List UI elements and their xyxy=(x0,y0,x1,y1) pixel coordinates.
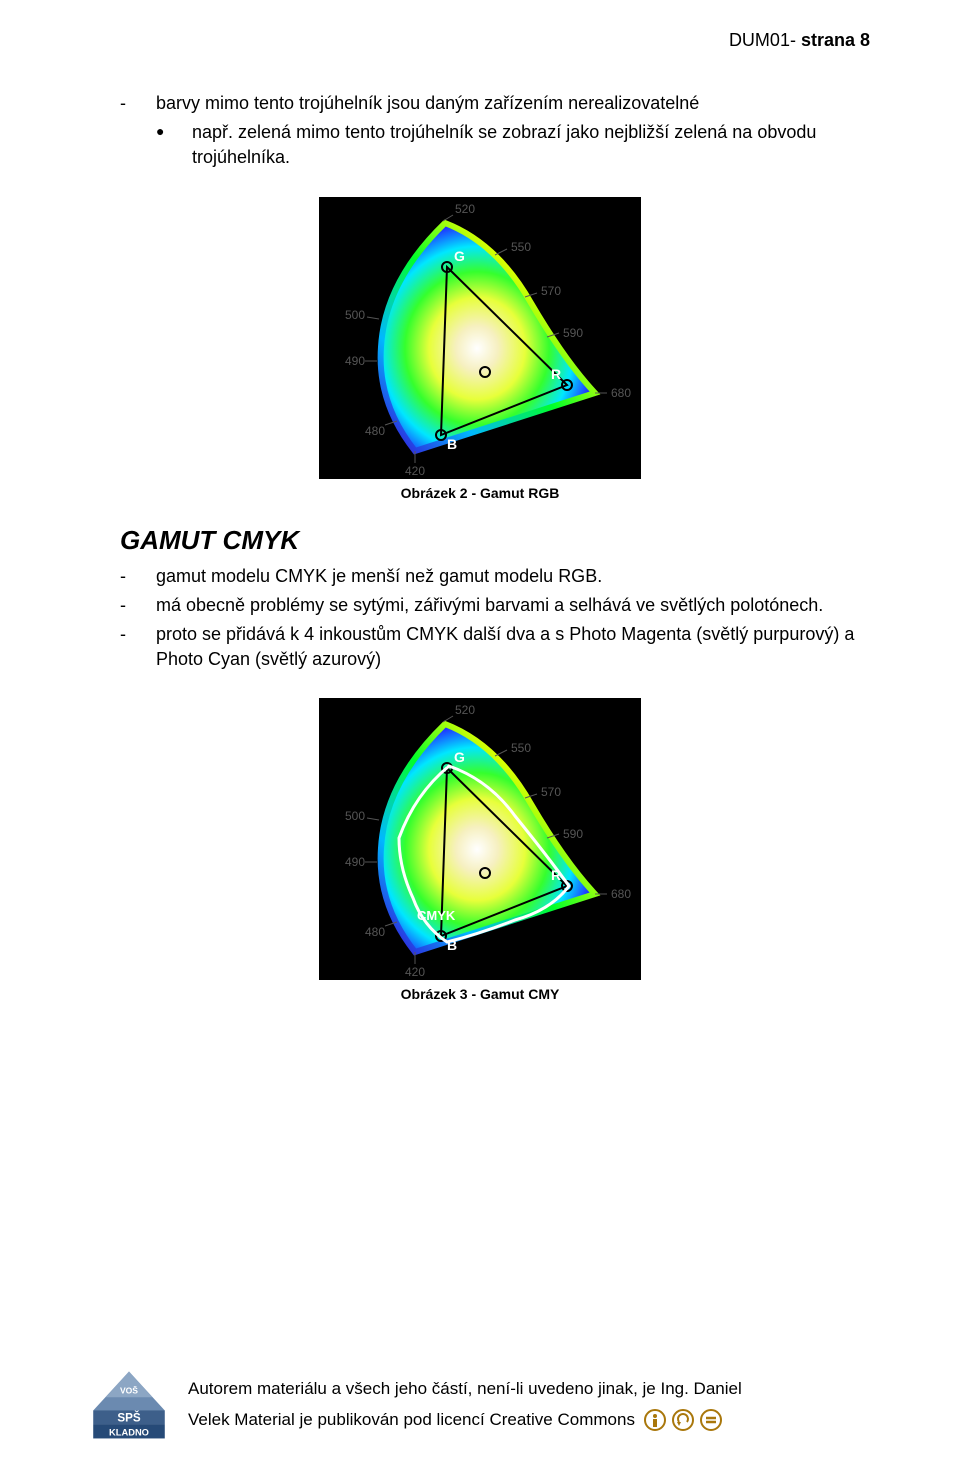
svg-text:SPŠ: SPŠ xyxy=(117,1411,141,1424)
intro-bullet-item: ● např. zelená mimo tento trojúhelník se… xyxy=(156,120,870,170)
svg-text:520: 520 xyxy=(455,703,475,717)
svg-text:420: 420 xyxy=(405,464,425,478)
dash-marker: - xyxy=(120,622,156,672)
svg-text:480: 480 xyxy=(365,424,385,438)
cc-icons xyxy=(643,1408,723,1432)
page-footer: VOŠ SPŠ KLADNO Autorem materiálu a všech… xyxy=(90,1370,870,1440)
section-title: GAMUT CMYK xyxy=(120,525,870,556)
svg-text:G: G xyxy=(454,749,465,765)
figure-2: CMYK G R B 520 550 570 590 xyxy=(90,698,870,980)
cc-nd-icon xyxy=(699,1408,723,1432)
svg-text:B: B xyxy=(447,937,457,953)
bullet-marker: ● xyxy=(156,120,192,170)
vertex-r-label: R xyxy=(551,366,561,382)
section-items: - gamut modelu CMYK je menší než gamut m… xyxy=(90,564,870,673)
school-logo-icon: VOŠ SPŠ KLADNO xyxy=(90,1370,168,1440)
svg-text:R: R xyxy=(551,867,561,883)
svg-text:490: 490 xyxy=(345,354,365,368)
footer-text: Autorem materiálu a všech jeho částí, ne… xyxy=(188,1374,870,1435)
svg-text:570: 570 xyxy=(541,284,561,298)
svg-text:680: 680 xyxy=(611,386,631,400)
svg-text:420: 420 xyxy=(405,965,425,979)
dash-marker: - xyxy=(120,564,156,589)
footer-line-1: Autorem materiálu a všech jeho částí, ne… xyxy=(188,1374,870,1405)
svg-text:550: 550 xyxy=(511,240,531,254)
svg-text:590: 590 xyxy=(563,326,583,340)
intro-block: - barvy mimo tento trojúhelník jsou daný… xyxy=(90,91,870,171)
list-item-text: proto se přidává k 4 inkoustům CMYK dalš… xyxy=(156,622,870,672)
list-item-text: gamut modelu CMYK je menší než gamut mod… xyxy=(156,564,602,589)
vertex-g-label: G xyxy=(454,248,465,264)
header-page: strana 8 xyxy=(801,30,870,50)
footer-line-2: Velek Material je publikován pod licencí… xyxy=(188,1405,635,1436)
svg-text:490: 490 xyxy=(345,855,365,869)
svg-text:KLADNO: KLADNO xyxy=(109,1427,149,1437)
list-item: - má obecně problémy se sytými, zářivými… xyxy=(120,593,870,618)
figure-2-caption: Obrázek 3 - Gamut CMY xyxy=(90,986,870,1002)
cmyk-label: CMYK xyxy=(417,908,456,923)
page-header: DUM01- strana 8 xyxy=(90,30,870,51)
document-page: DUM01- strana 8 - barvy mimo tento trojú… xyxy=(0,0,960,1470)
intro-bullet-text: např. zelená mimo tento trojúhelník se z… xyxy=(192,120,870,170)
list-item-text: má obecně problémy se sytými, zářivými b… xyxy=(156,593,823,618)
cc-by-icon xyxy=(643,1408,667,1432)
list-item: - proto se přidává k 4 inkoustům CMYK da… xyxy=(120,622,870,672)
vertex-b-label: B xyxy=(447,436,457,452)
footer-line-2-wrap: Velek Material je publikován pod licencí… xyxy=(188,1405,870,1436)
svg-text:VOŠ: VOŠ xyxy=(120,1384,138,1395)
svg-text:500: 500 xyxy=(345,809,365,823)
intro-dash-text: barvy mimo tento trojúhelník jsou daným … xyxy=(156,91,699,116)
svg-text:550: 550 xyxy=(511,741,531,755)
figure-1-caption: Obrázek 2 - Gamut RGB xyxy=(90,485,870,501)
header-prefix: DUM01- xyxy=(729,30,801,50)
gamut-cmyk-diagram: CMYK G R B 520 550 570 590 xyxy=(319,698,641,980)
gamut-rgb-diagram: G R B 520 550 570 590 680 500 xyxy=(319,197,641,479)
dash-marker: - xyxy=(120,91,156,116)
svg-text:680: 680 xyxy=(611,887,631,901)
intro-dash-item: - barvy mimo tento trojúhelník jsou daný… xyxy=(120,91,870,116)
svg-text:480: 480 xyxy=(365,925,385,939)
svg-text:520: 520 xyxy=(455,202,475,216)
svg-text:590: 590 xyxy=(563,827,583,841)
cc-sa-icon xyxy=(671,1408,695,1432)
list-item: - gamut modelu CMYK je menší než gamut m… xyxy=(120,564,870,589)
svg-text:570: 570 xyxy=(541,785,561,799)
dash-marker: - xyxy=(120,593,156,618)
svg-text:500: 500 xyxy=(345,308,365,322)
figure-1: G R B 520 550 570 590 680 500 xyxy=(90,197,870,479)
